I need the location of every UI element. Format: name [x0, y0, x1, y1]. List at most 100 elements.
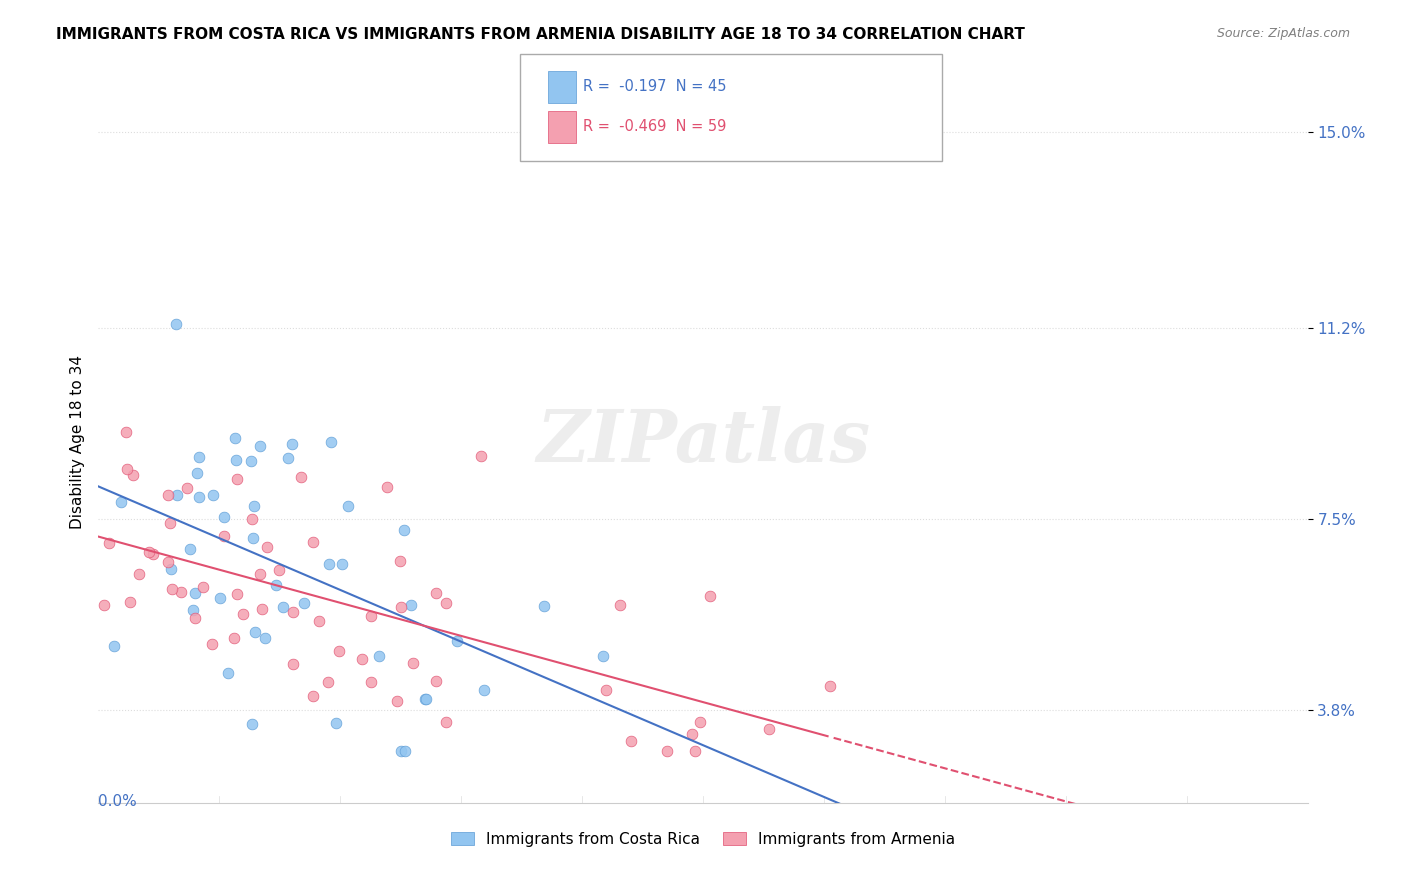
Point	[533, 599, 555, 614]
Point	[110, 495, 132, 509]
Point	[325, 715, 347, 730]
Text: ZIPatlas: ZIPatlas	[536, 406, 870, 477]
Point	[415, 692, 437, 706]
Point	[239, 454, 262, 468]
Point	[225, 472, 247, 486]
Point	[368, 648, 391, 663]
Point	[292, 596, 315, 610]
Point	[217, 665, 239, 680]
Point	[302, 534, 325, 549]
Point	[470, 450, 492, 464]
Point	[242, 532, 264, 546]
Point	[301, 689, 323, 703]
Point	[316, 675, 339, 690]
Point	[318, 557, 340, 571]
Point	[699, 589, 721, 603]
Point	[389, 744, 412, 758]
Point	[689, 715, 711, 730]
Point	[657, 744, 679, 758]
Point	[392, 523, 415, 537]
Point	[118, 595, 141, 609]
Point	[184, 586, 207, 600]
Point	[225, 587, 247, 601]
Point	[446, 634, 468, 648]
Point	[681, 727, 703, 741]
Point	[165, 317, 187, 331]
Point	[183, 611, 205, 625]
Point	[434, 715, 457, 730]
Point	[240, 716, 263, 731]
Point	[225, 453, 247, 467]
Point	[683, 744, 706, 758]
Point	[256, 540, 278, 554]
Point	[271, 599, 294, 614]
Point	[388, 554, 411, 568]
Point	[98, 536, 121, 550]
Point	[201, 637, 224, 651]
Point	[170, 585, 193, 599]
Point	[818, 679, 841, 693]
Point	[117, 462, 139, 476]
Point	[472, 683, 495, 698]
Point	[128, 567, 150, 582]
Point	[352, 652, 374, 666]
Point	[394, 744, 416, 758]
Point	[399, 599, 422, 613]
Point	[179, 541, 201, 556]
Point	[267, 563, 290, 577]
Point	[103, 639, 125, 653]
Point	[413, 692, 436, 706]
Point	[425, 673, 447, 688]
Point	[243, 624, 266, 639]
Point	[425, 586, 447, 600]
Point	[250, 602, 273, 616]
Point	[160, 562, 183, 576]
Y-axis label: Disability Age 18 to 34: Disability Age 18 to 34	[69, 354, 84, 529]
Point	[595, 683, 617, 698]
Legend: Immigrants from Costa Rica, Immigrants from Armenia: Immigrants from Costa Rica, Immigrants f…	[444, 826, 962, 853]
Point	[283, 657, 305, 671]
Point	[222, 631, 245, 645]
Point	[332, 557, 354, 571]
Point	[183, 603, 205, 617]
Text: R =  -0.469  N = 59: R = -0.469 N = 59	[583, 120, 727, 134]
Point	[592, 648, 614, 663]
Point	[243, 500, 266, 514]
Point	[186, 467, 208, 481]
Point	[360, 674, 382, 689]
Text: Source: ZipAtlas.com: Source: ZipAtlas.com	[1216, 27, 1350, 40]
Point	[281, 605, 304, 619]
Point	[253, 631, 276, 645]
Point	[276, 451, 298, 466]
Point	[308, 614, 330, 628]
Point	[187, 491, 209, 505]
Point	[389, 600, 412, 615]
Point	[159, 516, 181, 530]
Point	[401, 656, 423, 670]
Point	[142, 548, 165, 562]
Point	[201, 487, 224, 501]
Point	[160, 582, 183, 596]
Point	[242, 512, 264, 526]
Point	[375, 480, 398, 494]
Point	[208, 591, 231, 605]
Point	[157, 488, 180, 502]
Point	[281, 436, 304, 450]
Point	[93, 598, 115, 612]
Point	[337, 499, 360, 513]
Point	[138, 545, 160, 559]
Point	[328, 644, 350, 658]
Point	[224, 431, 246, 445]
Point	[176, 481, 198, 495]
Point	[166, 488, 188, 502]
Point	[191, 580, 214, 594]
Point	[264, 578, 287, 592]
Text: 0.0%: 0.0%	[98, 794, 138, 809]
Point	[319, 435, 342, 450]
Point	[212, 529, 235, 543]
Point	[188, 450, 211, 465]
Point	[115, 425, 138, 440]
Point	[620, 734, 643, 748]
Point	[290, 470, 312, 484]
Point	[232, 607, 254, 622]
